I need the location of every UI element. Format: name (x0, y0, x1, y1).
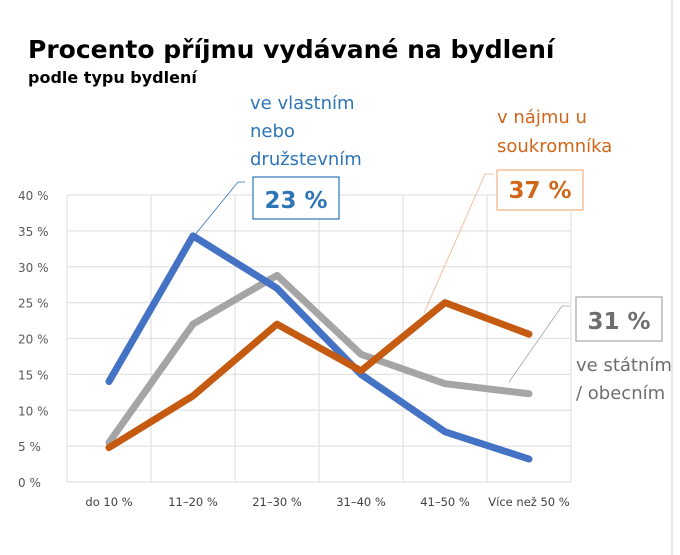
series-label: nebo (250, 121, 295, 142)
chart-subtitle: podle typu bydlení (28, 68, 198, 87)
y-tick-label: 0 % (18, 476, 41, 490)
x-tick-label: 11–20 % (168, 495, 218, 509)
y-tick-label: 10 % (18, 404, 49, 418)
leader-line (508, 305, 570, 383)
y-tick-label: 15 % (18, 368, 49, 382)
y-tick-label: 5 % (18, 440, 41, 454)
leader-line (423, 173, 494, 314)
series-line (105, 299, 533, 452)
series-line (105, 232, 533, 463)
chart-title: Procento příjmu vydávané na bydlení (28, 35, 556, 64)
share-box (575, 296, 663, 342)
x-tick-label: 21–30 % (252, 495, 302, 509)
series-label: ve státním (576, 355, 672, 376)
x-tick-label: 41–50 % (420, 495, 470, 509)
series-line (105, 271, 533, 447)
y-tick-label: 25 % (18, 297, 49, 311)
series-label: v nájmu u (497, 107, 587, 128)
share-value: 37 % (508, 178, 571, 204)
x-tick-label: do 10 % (85, 495, 132, 509)
share-box (496, 169, 584, 211)
x-tick-label: Více než 50 % (488, 495, 569, 509)
series-label: soukromníka (497, 136, 612, 157)
y-tick-label: 40 % (18, 189, 49, 203)
series-label: ve vlastním (250, 93, 355, 114)
y-tick-label: 35 % (18, 225, 49, 239)
y-tick-label: 30 % (18, 261, 49, 275)
series-label: družstevním (250, 149, 362, 170)
leader-line (193, 181, 245, 237)
y-tick-label: 20 % (18, 333, 49, 347)
share-value: 23 % (264, 188, 327, 214)
share-value: 31 % (587, 309, 650, 335)
series-label: / obecním (576, 383, 665, 404)
share-box (252, 176, 340, 220)
x-tick-label: 31–40 % (336, 495, 386, 509)
